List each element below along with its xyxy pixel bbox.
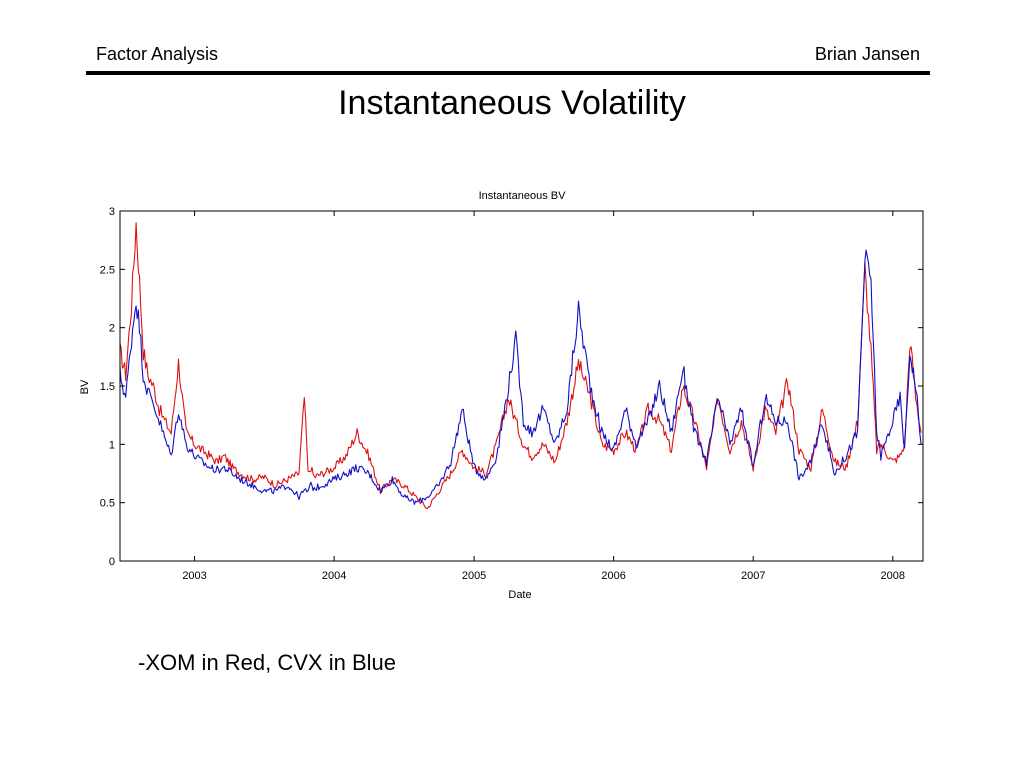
slide-title: Instantaneous Volatility — [338, 84, 686, 122]
chart-title: Instantaneous BV — [479, 190, 567, 202]
plot-frame — [119, 210, 924, 562]
y-tick-label: 2.5 — [100, 264, 115, 276]
legend-caption: -XOM in Red, CVX in Blue — [138, 650, 396, 675]
y-tick-label: 0.5 — [100, 498, 115, 510]
x-tick-label: 2006 — [601, 570, 625, 582]
x-axis-label: Date — [508, 589, 531, 601]
y-axis-label: BV — [79, 379, 91, 394]
y-tick-label: 1 — [109, 439, 115, 451]
y-tick-label: 0 — [109, 556, 115, 568]
y-tick-label: 1.5 — [100, 381, 115, 393]
xom-series-line — [119, 222, 922, 510]
x-tick-label: 2008 — [881, 570, 905, 582]
cvx-series-line — [119, 249, 922, 505]
header-author: Brian Jansen — [814, 44, 920, 64]
x-tick-label: 2007 — [741, 570, 765, 582]
volatility-chart: Instantaneous BV BV Date 0 0.5 1 1.5 2 2.5 3 20… — [79, 190, 924, 601]
x-tick-label: 2004 — [322, 570, 346, 582]
header-rule — [86, 71, 930, 75]
y-tick-label: 2 — [109, 323, 115, 335]
x-tick-label: 2005 — [462, 570, 486, 582]
y-tick-label: 3 — [109, 206, 115, 218]
x-tick-label: 2003 — [182, 570, 206, 582]
header-left-title: Factor Analysis — [96, 44, 219, 64]
